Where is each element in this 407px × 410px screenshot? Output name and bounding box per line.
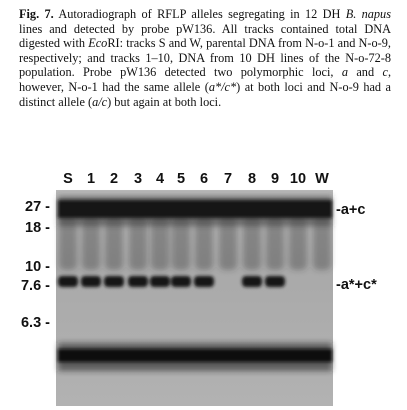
- band-a-star-c-star-lane-9: [265, 276, 285, 287]
- band-label-a-star-c-star: -a*+c*: [336, 277, 377, 293]
- band-a-star-c-star-lane-4: [150, 276, 170, 287]
- lane-smear: [289, 215, 307, 270]
- caption-segment: Fig. 7.: [19, 7, 54, 21]
- caption-segment: , however, N-o-1 had the same allele (: [19, 65, 392, 94]
- caption-segment: Autoradiograph of RFLP alleles segregati…: [53, 7, 346, 21]
- lane-smear: [195, 215, 213, 270]
- lane-label-3: 3: [134, 171, 142, 187]
- caption-segment: B. napus: [345, 7, 391, 21]
- size-marker-labels: 27 - 18 - 10 - 7.6 - 6.3 -: [21, 199, 50, 331]
- lane-smear: [172, 215, 190, 270]
- size-marker-label: 10 -: [25, 259, 50, 275]
- lane-label-10: 10: [290, 171, 306, 187]
- size-marker-label: 7.6 -: [21, 278, 50, 294]
- figure-caption: Fig. 7. Autoradiograph of RFLP alleles s…: [19, 7, 391, 109]
- band-labels: -a+c -a*+c*: [336, 202, 377, 293]
- band-a-star-c-star-lane-5: [171, 276, 191, 287]
- caption-segment: Eco: [88, 36, 108, 51]
- lane-smear: [129, 215, 147, 270]
- lane-label-s: S: [63, 171, 73, 187]
- lane-label-9: 9: [271, 171, 279, 187]
- lane-smear: [219, 215, 237, 270]
- caption-segment: ) but again at both loci.: [107, 94, 222, 109]
- lane-label-4: 4: [156, 171, 164, 187]
- lane-smear: [59, 215, 77, 270]
- band-a-star-c-star-lane-2: [104, 276, 124, 287]
- lane-labels: S 1 2 3 4 5 6 7 8 9 10 W: [63, 171, 329, 187]
- lane-label-1: 1: [87, 171, 95, 187]
- size-marker-label: 6.3 -: [21, 315, 50, 331]
- caption-segment: and: [347, 65, 383, 80]
- bottom-band: [58, 349, 332, 362]
- lane-smear: [105, 215, 123, 270]
- caption-segment: c: [382, 65, 388, 80]
- lane-smear: [243, 215, 261, 270]
- lane-label-w: W: [315, 171, 329, 187]
- lane-label-8: 8: [248, 171, 256, 187]
- band-a-star-c-star-lane-8: [242, 276, 262, 287]
- caption-segment: a*/c*: [208, 79, 237, 94]
- lane-smear: [266, 215, 284, 270]
- lane-label-2: 2: [110, 171, 118, 187]
- lane-label-6: 6: [200, 171, 208, 187]
- band-a-star-c-star-lane-3: [128, 276, 148, 287]
- gel-bands: [58, 200, 332, 362]
- caption-segment: a/c: [92, 94, 108, 109]
- band-a-star-c-star-lane-1: [81, 276, 101, 287]
- lane-label-5: 5: [177, 171, 185, 187]
- lane-label-7: 7: [224, 171, 232, 187]
- band-a-star-c-star-lane-s: [58, 276, 78, 287]
- caption-segment: RI: tracks S and W, parental DNA from N-…: [19, 36, 391, 80]
- size-marker-label: 27 -: [25, 199, 50, 215]
- caption-segment: lines and detected by probe pW136. All t…: [19, 21, 391, 51]
- band-a-plus-c: [58, 200, 332, 218]
- band-label-a-plus-c: -a+c: [336, 202, 365, 218]
- caption-segment: ) at both loci and N-o-9 had a distinct …: [19, 79, 391, 109]
- size-marker-label: 18 -: [25, 220, 50, 236]
- lane-smear: [82, 215, 100, 270]
- lane-smear: [151, 215, 169, 270]
- band-a-star-c-star-lane-6: [194, 276, 214, 287]
- lane-smear: [313, 215, 331, 270]
- caption-segment: a: [341, 65, 348, 80]
